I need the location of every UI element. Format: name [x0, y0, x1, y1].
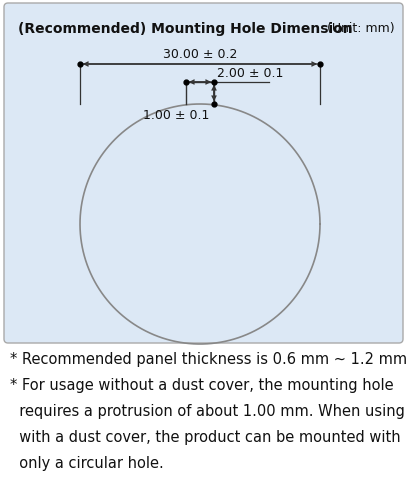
Text: 30.00 ± 0.2: 30.00 ± 0.2: [163, 48, 237, 61]
Text: * For usage without a dust cover, the mounting hole: * For usage without a dust cover, the mo…: [10, 377, 394, 392]
FancyBboxPatch shape: [4, 4, 403, 343]
Text: (Recommended) Mounting Hole Dimension: (Recommended) Mounting Hole Dimension: [18, 22, 352, 36]
Text: (Unit: mm): (Unit: mm): [327, 22, 395, 35]
Text: 1.00 ± 0.1: 1.00 ± 0.1: [142, 109, 209, 122]
Text: only a circular hole.: only a circular hole.: [10, 455, 164, 470]
Text: requires a protrusion of about 1.00 mm. When using: requires a protrusion of about 1.00 mm. …: [10, 403, 405, 418]
Text: with a dust cover, the product can be mounted with: with a dust cover, the product can be mo…: [10, 429, 400, 444]
Text: 2.00 ± 0.1: 2.00 ± 0.1: [217, 67, 283, 80]
Text: * Recommended panel thickness is 0.6 mm ~ 1.2 mm.: * Recommended panel thickness is 0.6 mm …: [10, 351, 407, 366]
